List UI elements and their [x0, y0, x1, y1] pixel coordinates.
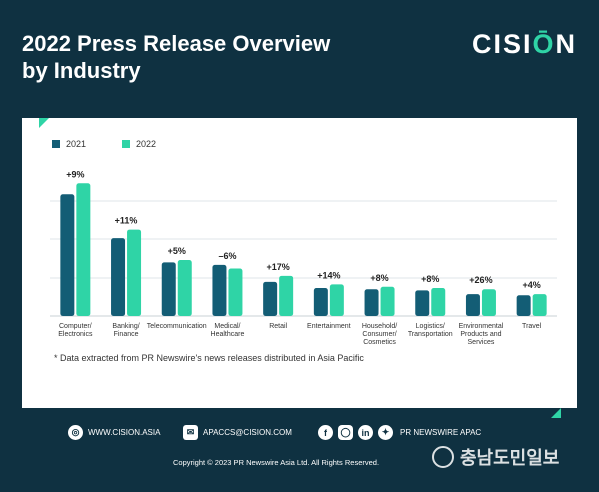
logo-accent: Ō [532, 29, 556, 59]
mail-icon: ✉ [183, 425, 198, 440]
bar-annotation-6: +8% [370, 273, 388, 283]
bar-2022-4 [279, 275, 294, 316]
legend-label-2022: 2022 [136, 139, 157, 149]
bar-annotation-5: +14% [317, 270, 340, 280]
category-label-line: Medical/ [214, 323, 240, 330]
category-label-line: Healthcare [211, 331, 245, 338]
category-label-3: Medical/Healthcare [211, 323, 245, 338]
copyright: Copyright © 2023 PR Newswire Asia Ltd. A… [173, 458, 380, 467]
category-label-line: Travel [522, 323, 542, 330]
bar-2021-3 [212, 264, 227, 316]
bar-2021-8 [465, 294, 480, 316]
category-label-1: Banking/Finance [112, 323, 139, 338]
legend-item-2022: 2022 [122, 139, 156, 149]
category-label-line: Retail [269, 323, 287, 330]
footer: ◎ WWW.CISION.ASIA ✉ APACCS@CISION.COM f … [0, 425, 599, 445]
bar-2022-8 [481, 289, 496, 316]
category-label-0: Computer/Electronics [58, 323, 93, 338]
bar-2021-6 [364, 289, 379, 316]
category-label-6: Household/Consumer/Cosmetics [362, 323, 397, 346]
category-label-line: Electronics [58, 331, 93, 338]
bar-annotation-0: +9% [66, 169, 84, 179]
email-link[interactable]: ✉ APACCS@CISION.COM [183, 425, 292, 440]
category-label-line: Cosmetics [363, 339, 396, 346]
website-text: WWW.CISION.ASIA [88, 428, 161, 437]
bar-annotation-2: +5% [168, 246, 186, 256]
social-label: PR NEWSWIRE APAC [400, 428, 482, 437]
category-label-line: Logistics/ [416, 323, 445, 330]
category-label-8: Environmental Products and Services [459, 323, 504, 346]
bar-annotation-3: –6% [218, 251, 236, 261]
bar-2021-7 [415, 290, 430, 316]
bar-annotation-7: +8% [421, 274, 439, 284]
bar-2022-6 [380, 286, 395, 316]
bar-2022-5 [329, 284, 344, 316]
category-label-line: Telecommunication [147, 323, 207, 330]
logo-text-end: N [555, 29, 577, 59]
category-label-4: Retail [269, 323, 287, 330]
facebook-icon[interactable]: f [318, 425, 333, 440]
website-link[interactable]: ◎ WWW.CISION.ASIA [68, 425, 160, 440]
watermark-logo-icon [432, 446, 454, 468]
page-title: 2022 Press Release Overview by Industry [22, 31, 331, 83]
category-label-line: Products and [460, 331, 501, 338]
logo-text: CISI [471, 29, 533, 59]
bar-2022-1 [127, 229, 142, 316]
card-corner-accent-top [39, 118, 49, 128]
legend-item-2021: 2021 [52, 139, 86, 149]
bar-2022-3 [228, 268, 243, 316]
category-label-line: Entertainment [307, 323, 351, 330]
category-label-line: Banking/ [112, 323, 139, 330]
category-label-line: Consumer/ [362, 331, 396, 338]
category-label-line: Services [468, 339, 495, 346]
legend-swatch-2022 [122, 140, 130, 148]
instagram-icon[interactable]: ◯ [338, 425, 353, 440]
bar-2022-2 [177, 260, 192, 316]
category-label-line: Finance [114, 331, 139, 338]
bar-2022-0 [76, 183, 91, 316]
category-label-2: Telecommunication [147, 323, 207, 330]
footnote: * Data extracted from PR Newswire's news… [54, 353, 364, 363]
bar-2022-9 [532, 294, 547, 316]
legend-label-2021: 2021 [66, 139, 87, 149]
category-label-line: Computer/ [59, 323, 92, 330]
globe-icon: ◎ [68, 425, 83, 440]
bar-annotation-1: +11% [115, 216, 138, 226]
category-label-9: Travel [522, 323, 542, 330]
bar-annotation-9: +4% [523, 280, 541, 290]
social-links: f ◯ in ✦ PR NEWSWIRE APAC [318, 425, 481, 440]
category-label-7: Logistics/Transportation [408, 323, 453, 338]
bar-annotation-4: +17% [267, 262, 290, 272]
bar-2021-1 [111, 238, 126, 316]
cision-logo: CISIŌN [472, 29, 577, 60]
category-label-line: Transportation [408, 331, 453, 338]
bar-2021-9 [516, 295, 531, 316]
category-label-line: Household/ [362, 323, 397, 330]
bar-2021-5 [313, 288, 328, 316]
watermark: 충남도민일보 [432, 444, 559, 470]
bar-2021-4 [263, 281, 278, 316]
legend-swatch-2021 [52, 140, 60, 148]
bar-2021-0 [60, 194, 75, 316]
bar-annotation-8: +26% [469, 275, 492, 285]
watermark-text: 충남도민일보 [460, 448, 560, 468]
email-text: APACCS@CISION.COM [203, 428, 292, 437]
linkedin-icon[interactable]: in [358, 425, 373, 440]
category-label-line: Environmental [459, 323, 504, 330]
bar-2022-7 [431, 288, 446, 316]
bar-2021-2 [161, 262, 176, 316]
category-label-5: Entertainment [307, 323, 351, 330]
card-corner-accent-bottom [551, 408, 561, 418]
twitter-icon[interactable]: ✦ [378, 425, 393, 440]
